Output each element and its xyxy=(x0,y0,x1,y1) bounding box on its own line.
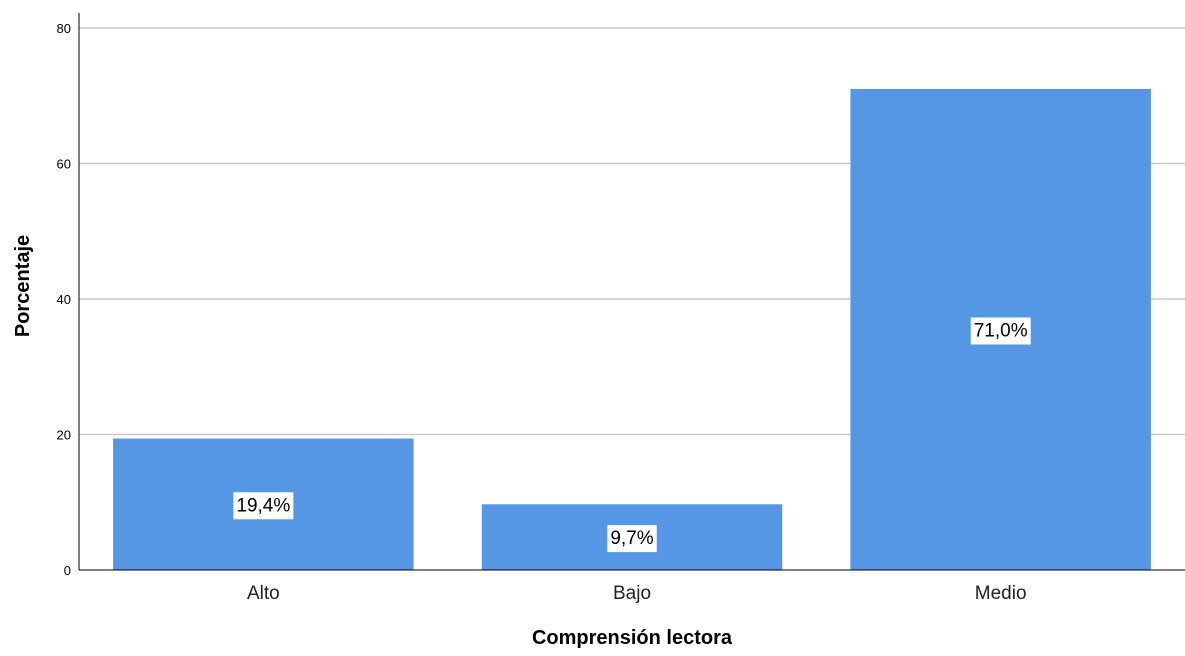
data-label: 71,0% xyxy=(971,317,1031,344)
data-label: 9,7% xyxy=(607,525,656,552)
data-label-text: 9,7% xyxy=(610,528,653,549)
x-tick-labels: Alto Bajo Medio xyxy=(247,583,1027,604)
y-tick-label: 40 xyxy=(57,292,71,307)
y-tick-labels: 0 20 40 60 80 xyxy=(57,21,71,578)
y-axis-title: Porcentaje xyxy=(12,235,34,337)
x-tick-label: Bajo xyxy=(613,583,651,604)
data-label: 19,4% xyxy=(233,492,293,519)
y-tick-label: 80 xyxy=(57,21,71,36)
y-tick-label: 0 xyxy=(64,563,71,578)
data-label-text: 71,0% xyxy=(974,320,1028,341)
x-axis-title: Comprensión lectora xyxy=(532,627,733,649)
x-tick-label: Alto xyxy=(247,583,280,604)
data-label-text: 19,4% xyxy=(236,495,290,516)
y-tick-label: 60 xyxy=(57,157,71,172)
x-tick-label: Medio xyxy=(975,583,1027,604)
y-tick-label: 20 xyxy=(57,428,71,443)
